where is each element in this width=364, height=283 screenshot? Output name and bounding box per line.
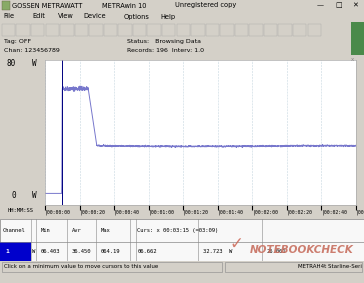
Bar (162, 23, 175, 35)
Text: Help: Help (160, 14, 175, 20)
Text: File: File (4, 14, 15, 20)
Text: —: — (317, 3, 324, 8)
Text: Tag: OFF: Tag: OFF (4, 39, 31, 44)
Text: HH:MM:SS: HH:MM:SS (7, 208, 33, 213)
Text: |00:00:00: |00:00:00 (45, 209, 71, 215)
Bar (104, 23, 117, 35)
Bar (0, 242, 31, 261)
Bar (249, 23, 263, 35)
Text: |00:01:40: |00:01:40 (218, 209, 244, 215)
Text: |00:02:00: |00:02:00 (252, 209, 278, 215)
Bar (351, 37, 364, 55)
Text: 06.662: 06.662 (137, 249, 157, 254)
Bar (2, 23, 15, 35)
Bar (206, 23, 219, 35)
Text: |00:03:00: |00:03:00 (356, 209, 364, 215)
Text: GOSSEN METRAWATT: GOSSEN METRAWATT (12, 3, 82, 8)
Text: Status:   Browsing Data: Status: Browsing Data (127, 39, 201, 44)
Bar (118, 23, 132, 35)
Text: |00:00:40: |00:00:40 (114, 209, 140, 215)
Text: 0: 0 (11, 192, 16, 200)
Text: |00:01:00: |00:01:00 (149, 209, 175, 215)
Bar (308, 23, 321, 35)
Text: 80: 80 (7, 59, 16, 68)
Bar (75, 23, 88, 35)
Text: Curs: x 00:03:15 (=03:09): Curs: x 00:03:15 (=03:09) (137, 228, 218, 233)
Bar (147, 23, 161, 35)
Bar (235, 23, 248, 35)
Text: W: W (32, 249, 35, 254)
Bar (60, 23, 74, 35)
Text: |00:00:20: |00:00:20 (80, 209, 106, 215)
Text: Records: 196  Interv: 1.0: Records: 196 Interv: 1.0 (127, 48, 205, 53)
Text: NOTEBOOKCHECK: NOTEBOOKCHECK (249, 245, 353, 255)
Bar (133, 23, 146, 35)
Text: Chan: 123456789: Chan: 123456789 (4, 48, 60, 53)
Bar (293, 23, 306, 35)
Text: x: x (351, 57, 354, 62)
Text: 064.19: 064.19 (101, 249, 120, 254)
Text: 36.450: 36.450 (72, 249, 91, 254)
Bar (16, 23, 30, 35)
Text: Channel: Channel (3, 228, 25, 233)
Text: |00:02:40: |00:02:40 (321, 209, 347, 215)
Text: W: W (32, 192, 37, 200)
Text: METRAH4t Starline-Seri: METRAH4t Starline-Seri (298, 265, 362, 269)
Text: 06.403: 06.403 (41, 249, 60, 254)
Text: Unregistered copy: Unregistered copy (175, 3, 236, 8)
Bar (31, 23, 44, 35)
Text: Max: Max (101, 228, 111, 233)
Bar (2, 1, 10, 10)
Text: ✕: ✕ (352, 3, 358, 8)
Text: ✓: ✓ (229, 235, 243, 253)
Text: 26.061: 26.061 (266, 249, 286, 254)
Text: 1: 1 (5, 249, 9, 254)
Text: METRAwin 10: METRAwin 10 (102, 3, 146, 8)
Bar (2, 261, 222, 273)
Bar (351, 22, 364, 37)
Text: Options: Options (124, 14, 150, 20)
Bar (220, 23, 234, 35)
Bar (264, 23, 277, 35)
Text: View: View (58, 14, 74, 20)
Text: Avr: Avr (72, 228, 82, 233)
Text: Click on a minimum value to move cursors to this value: Click on a minimum value to move cursors… (4, 265, 159, 269)
Bar (177, 23, 190, 35)
Text: |00:02:20: |00:02:20 (287, 209, 313, 215)
Bar (225, 261, 362, 273)
Text: 32.723  W: 32.723 W (203, 249, 232, 254)
Bar (278, 23, 292, 35)
Text: Device: Device (84, 14, 106, 20)
Text: |00:01:20: |00:01:20 (183, 209, 209, 215)
Text: Min: Min (41, 228, 51, 233)
Bar (46, 23, 59, 35)
Bar (89, 23, 103, 35)
Bar (191, 23, 205, 35)
Text: □: □ (335, 3, 342, 8)
Text: W: W (32, 59, 37, 68)
Text: Edit: Edit (33, 14, 46, 20)
